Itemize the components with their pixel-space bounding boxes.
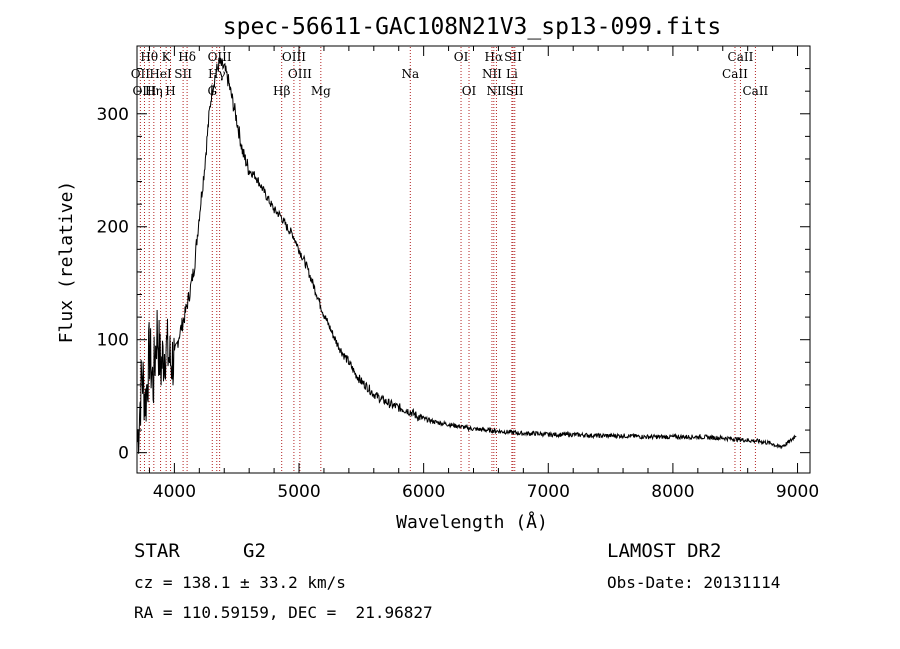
line-marker-label: H: [165, 84, 175, 98]
line-marker-label: OII: [131, 67, 151, 81]
y-axis-label: Flux (relative): [56, 181, 77, 344]
plot-frame: [136, 45, 811, 474]
obs-date: Obs-Date: 20131114: [607, 573, 781, 592]
subclass: G2: [243, 540, 266, 562]
line-marker-label: HeI: [149, 67, 172, 81]
y-tick-label: 0: [118, 444, 129, 464]
line-marker-label: Hθ: [140, 50, 158, 64]
chart-title: spec-56611-GAC108N21V3_sp13-099.fits: [223, 14, 722, 40]
x-axis-label: Wavelength (Å): [396, 511, 548, 533]
line-marker-label: SII: [506, 84, 524, 98]
line-marker-label: OI: [462, 84, 477, 98]
line-marker-label: OIII: [132, 84, 156, 98]
line-marker-label: OIII: [288, 67, 312, 81]
line-marker-label: OI: [454, 50, 469, 64]
redshift-text: cz = 138.1 ± 33.2 km/s: [134, 573, 346, 592]
object-class: STAR: [134, 540, 180, 562]
coordinates: RA = 110.59159, DEC = 21.96827: [134, 603, 433, 622]
line-marker-label: Hβ: [273, 84, 290, 98]
line-marker-label: Na: [401, 67, 419, 81]
line-marker-label: OIII: [282, 50, 306, 64]
x-tick-label: 7000: [527, 482, 570, 502]
line-marker-label: CaII: [728, 50, 754, 64]
line-marker-label: K: [162, 50, 172, 64]
line-marker-label: Mg: [311, 84, 331, 98]
line-marker-label: Hη: [145, 84, 163, 98]
survey-name: LAMOST DR2: [607, 540, 722, 562]
line-marker-label: OIII: [208, 50, 232, 64]
y-tick-label: 100: [97, 331, 129, 351]
axis-ticks: 4000 5000 6000 7000 8000 9000 0 100 200 300: [97, 46, 819, 502]
y-tick-label: 200: [97, 218, 129, 238]
spectrum-line: [137, 57, 797, 454]
x-tick-label: 4000: [153, 482, 196, 502]
x-tick-label: 8000: [651, 482, 694, 502]
x-tick-label: 5000: [277, 482, 320, 502]
line-marker-label: CaII: [742, 84, 768, 98]
x-tick-label: 9000: [776, 482, 819, 502]
spectrum-plot: spec-56611-GAC108N21V3_sp13-099.fits Hθ O…: [56, 14, 819, 533]
line-marker-label: SII: [174, 67, 192, 81]
x-tick-label: 6000: [402, 482, 445, 502]
line-marker-label: NII: [486, 84, 506, 98]
line-marker-label: NII: [482, 67, 502, 81]
y-tick-label: 300: [97, 105, 129, 125]
line-marker-label: CaII: [722, 67, 748, 81]
series-layer: [137, 57, 797, 454]
line-marker-label: Li: [506, 67, 518, 81]
line-marker-label: Hδ: [178, 50, 196, 64]
line-marker-label: SII: [504, 50, 522, 64]
line-marker-label: Hα: [485, 50, 504, 64]
